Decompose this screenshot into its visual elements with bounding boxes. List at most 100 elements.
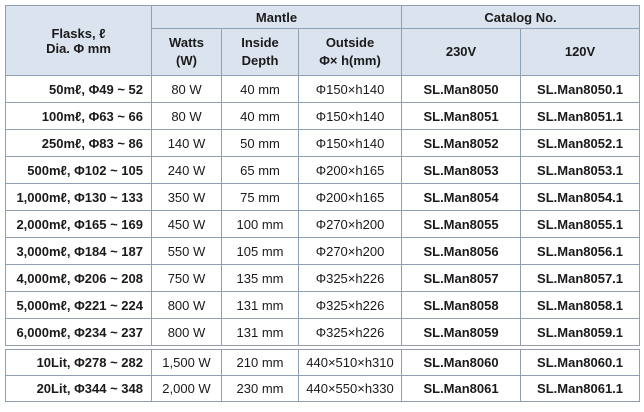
inside-depth-cell: 100 mm — [221, 210, 299, 238]
catalog-230v-cell: SL.Man8050 — [401, 75, 522, 103]
watts-unit: (W) — [176, 53, 197, 68]
flask-cell: 20Lit, Φ344 ~ 348 — [5, 375, 152, 402]
catalog-230v-cell: SL.Man8054 — [401, 183, 522, 211]
inside-depth-cell: 210 mm — [221, 349, 299, 376]
table-row: 10Lit, Φ278 ~ 282 1,500 W 210 mm 440×510×h3… — [5, 349, 641, 376]
inside-depth-cell: 40 mm — [221, 102, 299, 130]
watts-cell: 450 W — [151, 210, 222, 238]
watts-cell: 750 W — [151, 264, 222, 292]
flask-cell: 100mℓ, Φ63 ~ 66 — [5, 102, 152, 130]
watts-cell: 2,000 W — [151, 375, 222, 402]
catalog-230v-cell: SL.Man8058 — [401, 291, 522, 319]
table-row: 2,000mℓ, Φ165 ~ 169 450 W 100 mm Φ270×h200 S… — [5, 210, 641, 238]
table-row: 100mℓ, Φ63 ~ 66 80 W 40 mm Φ150×h140 SL.Man8… — [5, 102, 641, 130]
watts-cell: 140 W — [151, 129, 222, 157]
catalog-120v-cell: SL.Man8061.1 — [520, 375, 641, 402]
inside-depth-cell: 135 mm — [221, 264, 299, 292]
table-row: 6,000mℓ, Φ234 ~ 237 800 W 131 mm Φ325×h226 S… — [5, 318, 641, 346]
outside-dim-cell: Φ270×h200 — [297, 237, 403, 265]
catalog-230v-cell: SL.Man8059 — [401, 318, 522, 346]
inside-label: Inside — [241, 35, 279, 50]
inside-depth-cell: 50 mm — [221, 129, 299, 157]
outside-dim-cell: Φ150×h140 — [297, 75, 403, 103]
catalog-header: Catalog No. — [401, 5, 641, 29]
catalog-120v-cell: SL.Man8060.1 — [520, 349, 641, 376]
flask-cell: 6,000mℓ, Φ234 ~ 237 — [5, 318, 152, 346]
catalog-230v-cell: SL.Man8061 — [401, 375, 522, 402]
spec-table-container: Flasks, ℓ Dia. Φ mm Mantle Catalog No. W… — [5, 5, 641, 402]
depth-label: Depth — [241, 53, 279, 68]
flask-cell: 10Lit, Φ278 ~ 282 — [5, 349, 152, 376]
catalog-230v-cell: SL.Man8052 — [401, 129, 522, 157]
heating-mantle-spec-table: Flasks, ℓ Dia. Φ mm Mantle Catalog No. W… — [5, 5, 641, 402]
catalog-120v-cell: SL.Man8056.1 — [520, 237, 641, 265]
dia-label: Dia. Φ mm — [46, 40, 111, 56]
watts-cell: 80 W — [151, 102, 222, 130]
table-row: 3,000mℓ, Φ184 ~ 187 550 W 105 mm Φ270×h200 S… — [5, 237, 641, 265]
table-row: 20Lit, Φ344 ~ 348 2,000 W 230 mm 440×550×h3… — [5, 375, 641, 402]
v230-header: 230V — [401, 28, 522, 76]
outside-dim-cell: Φ150×h140 — [297, 129, 403, 157]
catalog-120v-cell: SL.Man8059.1 — [520, 318, 641, 346]
outside-dim-cell: Φ325×h226 — [297, 264, 403, 292]
table-row: 500mℓ, Φ102 ~ 105 240 W 65 mm Φ200×h165 SL.M… — [5, 156, 641, 184]
watts-label: Watts — [169, 35, 204, 50]
table-row: 50mℓ, Φ49 ~ 52 80 W 40 mm Φ150×h140 SL.Man80… — [5, 75, 641, 103]
catalog-120v-cell: SL.Man8055.1 — [520, 210, 641, 238]
outside-dim-cell: Φ325×h226 — [297, 291, 403, 319]
catalog-230v-cell: SL.Man8057 — [401, 264, 522, 292]
inside-depth-cell: 75 mm — [221, 183, 299, 211]
watts-cell: 350 W — [151, 183, 222, 211]
flask-cell: 5,000mℓ, Φ221 ~ 224 — [5, 291, 152, 319]
inside-depth-cell: 105 mm — [221, 237, 299, 265]
catalog-230v-cell: SL.Man8056 — [401, 237, 522, 265]
outside-dim-cell: 440×550×h330 — [297, 375, 403, 402]
inside-depth-header: Inside Depth — [221, 28, 299, 76]
inside-depth-cell: 40 mm — [221, 75, 299, 103]
outside-unit: Φ× h(mm) — [319, 53, 381, 68]
catalog-230v-cell: SL.Man8060 — [401, 349, 522, 376]
outside-dim-cell: Φ200×h165 — [297, 156, 403, 184]
catalog-230v-cell: SL.Man8051 — [401, 102, 522, 130]
catalog-230v-cell: SL.Man8053 — [401, 156, 522, 184]
catalog-120v-cell: SL.Man8052.1 — [520, 129, 641, 157]
mantle-header: Mantle — [150, 5, 403, 29]
flasks-header: Flasks, ℓ Dia. Φ mm — [5, 5, 152, 76]
inside-depth-cell: 131 mm — [221, 291, 299, 319]
watts-cell: 80 W — [151, 75, 222, 103]
outside-dim-cell: Φ270×h200 — [297, 210, 403, 238]
outside-dim-cell: Φ200×h165 — [297, 183, 403, 211]
inside-depth-cell: 131 mm — [221, 318, 299, 346]
flask-cell: 3,000mℓ, Φ184 ~ 187 — [5, 237, 152, 265]
watts-cell: 800 W — [151, 291, 222, 319]
catalog-120v-cell: SL.Man8058.1 — [520, 291, 641, 319]
inside-depth-cell: 230 mm — [221, 375, 299, 402]
catalog-120v-cell: SL.Man8053.1 — [520, 156, 641, 184]
outside-dim-cell: Φ325×h226 — [297, 318, 403, 346]
catalog-120v-cell: SL.Man8054.1 — [520, 183, 641, 211]
table-row: 5,000mℓ, Φ221 ~ 224 800 W 131 mm Φ325×h226 S… — [5, 291, 641, 319]
table-row: 1,000mℓ, Φ130 ~ 133 350 W 75 mm Φ200×h165 SL… — [5, 183, 641, 211]
watts-cell: 240 W — [151, 156, 222, 184]
table-header: Flasks, ℓ Dia. Φ mm Mantle Catalog No. W… — [5, 5, 641, 76]
catalog-120v-cell: SL.Man8050.1 — [520, 75, 641, 103]
catalog-120v-cell: SL.Man8051.1 — [520, 102, 641, 130]
watts-cell: 1,500 W — [151, 349, 222, 376]
flask-cell: 50mℓ, Φ49 ~ 52 — [5, 75, 152, 103]
outside-label: Outside — [325, 35, 375, 50]
catalog-230v-cell: SL.Man8055 — [401, 210, 522, 238]
flask-cell: 4,000mℓ, Φ206 ~ 208 — [5, 264, 152, 292]
outside-header: Outside Φ× h(mm) — [297, 28, 403, 76]
watts-cell: 800 W — [151, 318, 222, 346]
flask-cell: 250mℓ, Φ83 ~ 86 — [5, 129, 152, 157]
flask-cell: 2,000mℓ, Φ165 ~ 169 — [5, 210, 152, 238]
outside-dim-cell: 440×510×h310 — [297, 349, 403, 376]
inside-depth-cell: 65 mm — [221, 156, 299, 184]
table-row: 4,000mℓ, Φ206 ~ 208 750 W 135 mm Φ325×h226 S… — [5, 264, 641, 292]
catalog-120v-cell: SL.Man8057.1 — [520, 264, 641, 292]
outside-dim-cell: Φ150×h140 — [297, 102, 403, 130]
v120-header: 120V — [520, 28, 641, 76]
flask-cell: 500mℓ, Φ102 ~ 105 — [5, 156, 152, 184]
watts-cell: 550 W — [151, 237, 222, 265]
flasks-label: Flasks, ℓ — [51, 25, 106, 41]
